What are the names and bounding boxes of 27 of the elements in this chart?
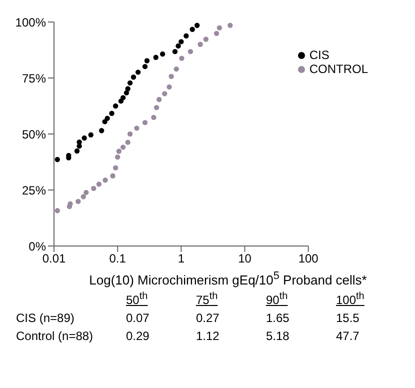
legend-label: CONTROL — [309, 62, 368, 76]
y-tick-label: 50% — [22, 127, 46, 142]
text: Control (n=88) — [16, 329, 94, 344]
x-tick-label: 100 — [298, 252, 319, 266]
y-tick-label: 25% — [22, 183, 46, 198]
text: 5.18 — [266, 329, 290, 344]
text: 0.07 — [126, 311, 150, 326]
y-tick-label: 75% — [22, 71, 46, 86]
text: CIS (n=89) — [16, 311, 76, 326]
y-tick-label: 100% — [15, 15, 46, 30]
text: 90$^{th}$ — [266, 291, 289, 308]
x-axis-title: Log(10) Microchimerism gEq/10$^{5}$ Proband cells* — [88, 270, 368, 288]
y-tick-label: 0% — [28, 239, 46, 254]
legend-label: CIS — [309, 48, 330, 62]
text: 0.29 — [126, 329, 150, 344]
x-tick-label: 10 — [238, 252, 252, 266]
x-tick-label: 0.1 — [109, 252, 126, 266]
text: 100$^{th}$ — [336, 291, 366, 308]
text: 1.65 — [266, 311, 290, 326]
text: 47.7 — [336, 329, 360, 344]
x-tick-label: 1 — [178, 252, 185, 266]
text: 50$^{th}$ — [126, 291, 149, 308]
text: 1.12 — [196, 329, 220, 344]
text: 0.27 — [196, 311, 220, 326]
x-tick-label: 0.01 — [42, 252, 66, 266]
text: 15.5 — [336, 311, 360, 326]
text: 75$^{th}$ — [196, 291, 219, 308]
